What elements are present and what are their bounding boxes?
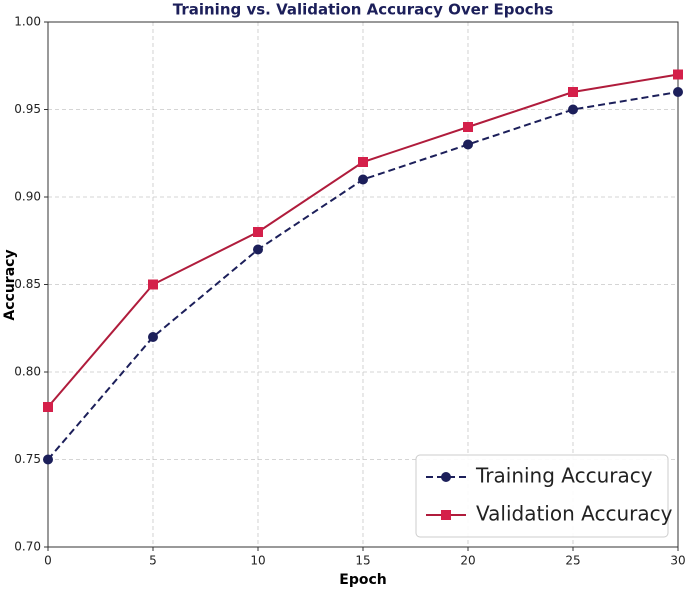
x-tick-label: 5 (149, 554, 157, 568)
marker (673, 87, 683, 97)
y-tick-label: 0.85 (14, 277, 41, 291)
x-tick-label: 20 (460, 554, 475, 568)
legend-box (415, 454, 669, 538)
marker (253, 227, 263, 237)
x-tick-label: 15 (355, 554, 370, 568)
y-tick-label: 0.75 (14, 452, 41, 466)
marker (358, 157, 368, 167)
y-axis-label: Accuracy (2, 249, 18, 320)
y-tick-label: 0.90 (14, 190, 41, 204)
plot-frame (47, 21, 679, 548)
x-tick-label: 25 (565, 554, 580, 568)
legend: Training Accuracy Validation Accuracy (415, 454, 673, 538)
marker (441, 510, 451, 520)
marker (43, 402, 53, 412)
marker (148, 332, 158, 342)
x-axis-label: Epoch (339, 572, 386, 588)
x-tick-label: 0 (44, 554, 52, 568)
x-tick-label: 30 (670, 554, 685, 568)
marker (148, 279, 158, 290)
y-tick-label: 1.00 (14, 15, 41, 29)
legend-label: Validation Accuracy (476, 502, 673, 526)
y-tick-label: 0.70 (14, 540, 41, 554)
marker (673, 69, 683, 80)
marker (358, 174, 368, 185)
marker (441, 472, 451, 482)
y-tick-label: 0.95 (14, 102, 41, 116)
marker (253, 244, 263, 255)
x-tick-label: 10 (250, 554, 265, 568)
marker (43, 454, 53, 465)
marker (463, 122, 473, 132)
marker (568, 104, 578, 115)
chart-title: Training vs. Validation Accuracy Over Ep… (173, 1, 554, 19)
legend-label: Training Accuracy (475, 464, 653, 488)
y-tick-label: 0.80 (14, 365, 41, 379)
marker (568, 87, 578, 97)
marker (463, 139, 473, 150)
